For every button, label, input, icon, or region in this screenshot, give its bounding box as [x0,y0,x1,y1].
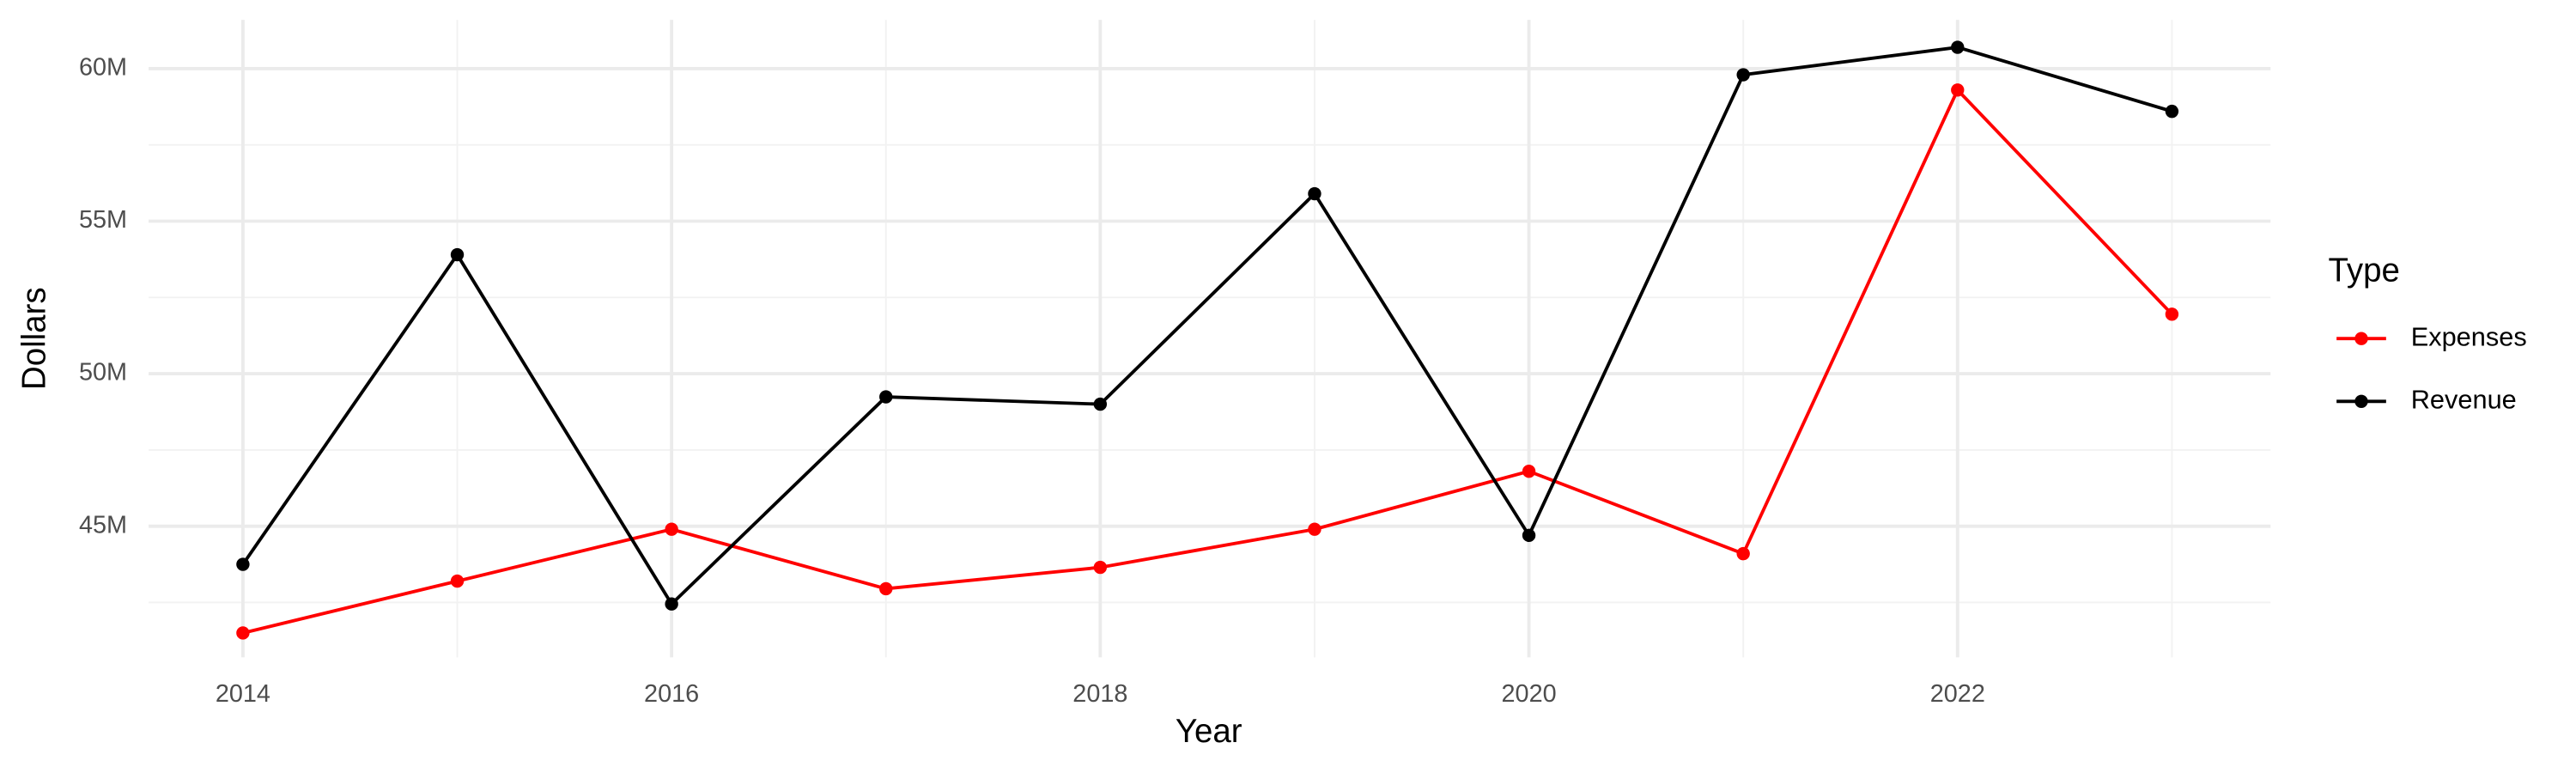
data-point [1093,397,1108,411]
data-point [879,581,893,596]
data-point [1308,522,1321,536]
y-tick-label: 50M [79,359,127,386]
data-point [2165,307,2179,321]
plot-area [236,40,2179,640]
legend-swatch-point [2354,394,2368,408]
data-point [1951,40,1965,54]
data-point [2165,104,2179,119]
data-point [236,626,250,640]
grid [149,20,2271,658]
legend-label: Revenue [2411,384,2517,414]
x-axis-title: Year [1176,713,1242,750]
series-line [241,46,2172,607]
data-point [879,390,893,404]
y-tick-label: 60M [79,54,127,82]
y-tick-label: 55M [79,206,127,234]
y-tick-label: 45M [79,511,127,539]
x-tick-label: 2020 [1502,680,1557,708]
x-tick-label: 2022 [1930,680,1985,708]
data-point [665,522,678,536]
data-point [1522,528,1536,543]
data-point [1093,560,1108,575]
legend-label: Expenses [2411,321,2527,351]
data-point [450,574,465,588]
data-point [450,247,465,262]
legend: Type Expenses Revenue [2329,252,2527,414]
legend-title: Type [2329,252,2400,289]
data-point [1736,546,1750,561]
data-point [1951,83,1965,97]
data-point [665,597,678,611]
data-point [1736,68,1750,82]
x-tick-label: 2018 [1072,680,1127,708]
y-axis-title: Dollars [15,287,52,390]
series-line [242,87,2173,635]
x-tick-label: 2014 [216,680,270,708]
data-point [236,557,250,571]
data-point [1522,465,1536,478]
x-tick-label: 2016 [644,680,699,708]
legend-swatch-point [2354,332,2368,345]
data-point [1308,186,1321,201]
